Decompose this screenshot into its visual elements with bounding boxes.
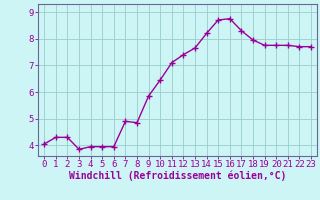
X-axis label: Windchill (Refroidissement éolien,°C): Windchill (Refroidissement éolien,°C) (69, 171, 286, 181)
